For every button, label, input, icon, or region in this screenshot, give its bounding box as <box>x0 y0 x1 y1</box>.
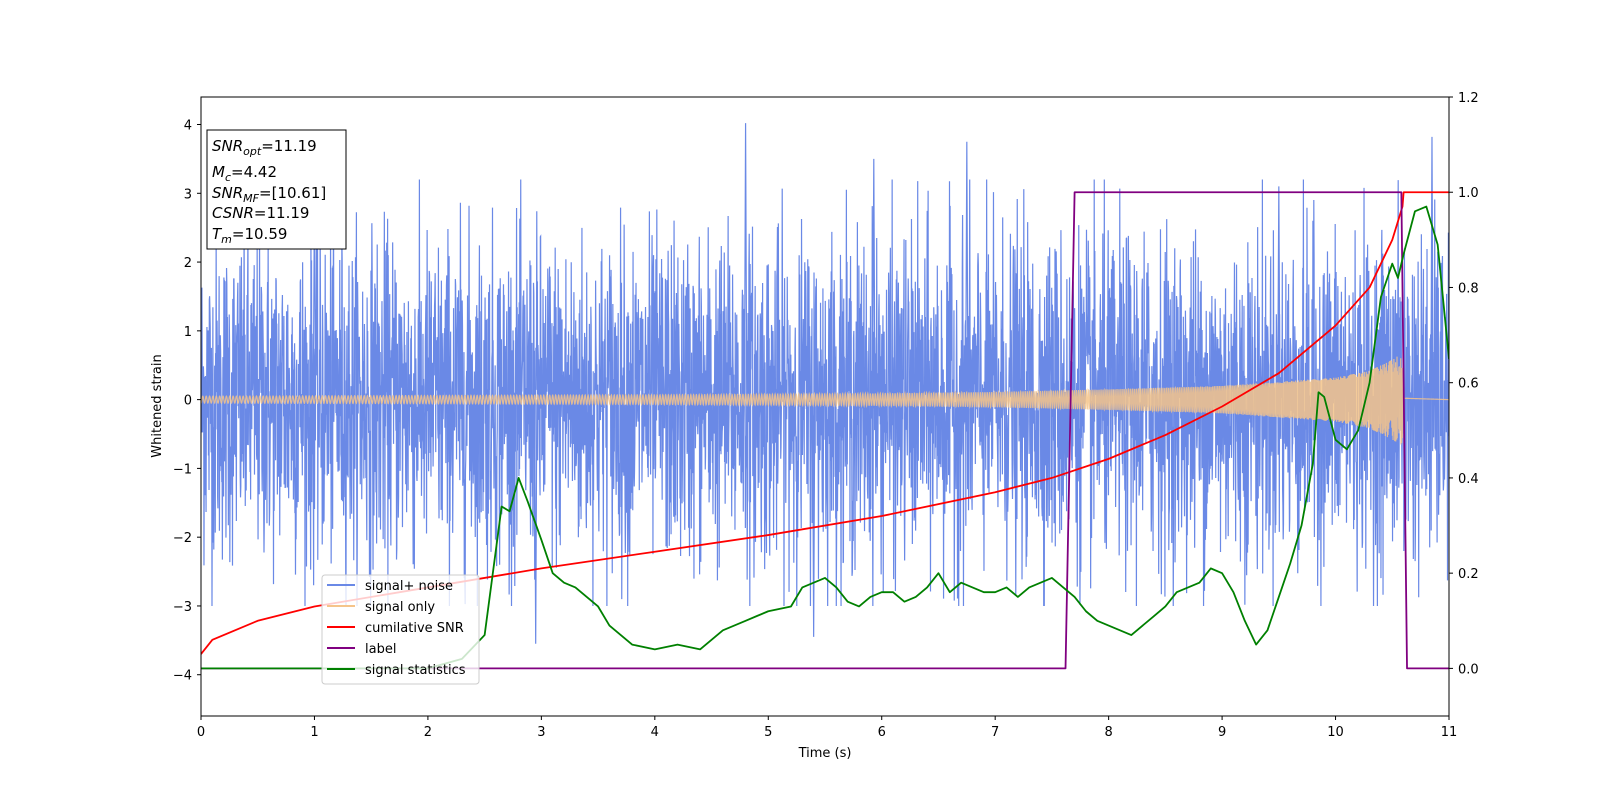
y-right-tick-label: 1.0 <box>1458 186 1479 201</box>
x-tick-label: 2 <box>424 725 432 740</box>
legend-frame <box>321 574 480 685</box>
y-left-tick-label: −1 <box>173 462 192 477</box>
y-left-tick-label: 1 <box>184 325 192 340</box>
x-tick-label: 9 <box>1218 725 1226 740</box>
y-left-tick-label: −4 <box>173 669 192 684</box>
legend-label: cumilative SNR <box>365 621 464 636</box>
y-right-tick-label: 0.8 <box>1458 281 1479 296</box>
series-signal-statistics <box>201 205 1449 670</box>
x-tick-label: 11 <box>1441 725 1458 740</box>
y-axis-label: Whitened strain <box>150 354 165 457</box>
x-tick-label: 6 <box>878 725 886 740</box>
y-right-tick-label: 0.6 <box>1458 377 1479 392</box>
x-tick-label: 1 <box>310 725 318 740</box>
x-tick-label: 0 <box>197 725 205 740</box>
y-left-tick-label: 3 <box>184 187 192 202</box>
y-left-tick-label: 4 <box>184 119 192 134</box>
x-tick-label: 4 <box>651 725 659 740</box>
x-tick-label: 10 <box>1327 725 1344 740</box>
y-right-tick-label: 1.2 <box>1458 91 1479 106</box>
y-right-tick-label: 0.2 <box>1458 567 1479 582</box>
y-right-tick-label: 0.4 <box>1458 472 1479 487</box>
y-left-tick-label: −2 <box>173 531 192 546</box>
y-left-tick-label: −3 <box>173 600 192 615</box>
y-left-tick-label: 2 <box>184 256 192 271</box>
info-box-line: Tm=10.59 <box>212 225 287 246</box>
x-tick-label: 8 <box>1104 725 1112 740</box>
series-label <box>201 191 1449 670</box>
ticks-layer: 0 1 2 3 4 5 6 7 8 9 10 11 −4 −3 −2 −1 0 1 2 3 4 0.0 0.2 0.4 0.6 0… <box>173 91 1479 740</box>
info-box-line: CSNR=11.19 <box>212 204 309 222</box>
legend-label: signal statistics <box>365 663 466 678</box>
legend-label: signal+ noise <box>365 579 453 594</box>
legend-label: signal only <box>365 600 435 615</box>
y-left-tick-label: 0 <box>184 394 192 409</box>
x-axis-label: Time (s) <box>798 746 852 761</box>
info-box-line: SNRMF=[10.61] <box>212 184 326 205</box>
legend-label: label <box>365 642 396 657</box>
y-right-tick-label: 0.0 <box>1458 662 1479 677</box>
legend: signal+ noise signal only cumilative SNR la… <box>321 574 480 685</box>
x-tick-label: 7 <box>991 725 999 740</box>
info-box-line: Mc=4.42 <box>212 163 277 184</box>
info-box: SNRopt=11.19 Mc=4.42SNRMF=[10.61]CSNR=11.… <box>206 129 347 250</box>
plot-frame <box>200 96 1450 717</box>
info-box-frame <box>206 129 347 250</box>
info-box-line: SNRopt=11.19 <box>212 137 317 158</box>
x-tick-label: 3 <box>537 725 545 740</box>
x-tick-label: 5 <box>764 725 772 740</box>
